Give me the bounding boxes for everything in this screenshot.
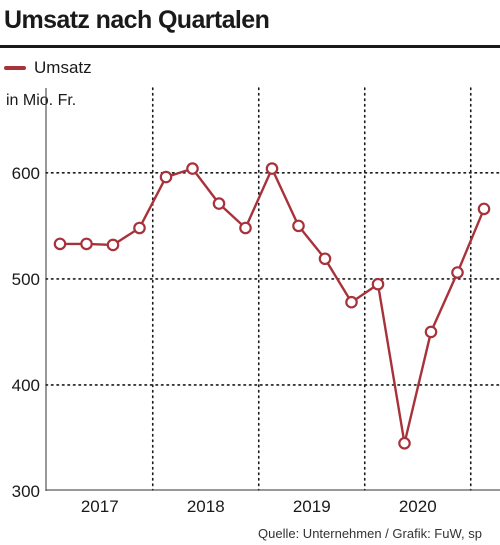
data-point-2020-q2 [398, 436, 411, 450]
y-tick-label-600: 600 [12, 164, 40, 183]
legend: Umsatz [4, 58, 92, 78]
series-line-umsatz [58, 167, 486, 445]
x-tick-label-2017: 2017 [81, 497, 119, 516]
data-point-2017-q1 [53, 237, 67, 251]
data-point-2019-q2 [292, 219, 305, 233]
data-point-2018-q1 [159, 170, 173, 184]
data-point-2018-q4 [239, 221, 252, 235]
data-point-2017-q4 [133, 221, 146, 235]
data-point-2021-q1 [477, 202, 491, 216]
data-point-2019-q4 [345, 295, 358, 309]
y-tick-label-300: 300 [12, 482, 40, 501]
data-point-2017-q3 [106, 238, 120, 252]
title-rule [0, 45, 500, 48]
data-point-2020-q3 [424, 325, 438, 339]
x-tick-label-2019: 2019 [293, 497, 331, 516]
y-axis-label: in Mio. Fr. [6, 92, 77, 109]
source-note: Quelle: Unternehmen / Grafik: FuW, sp [258, 526, 482, 541]
data-point-2017-q2 [80, 237, 93, 251]
data-point-2020-q4 [451, 266, 464, 279]
data-point-2018-q2 [186, 162, 199, 175]
y-tick-label-400: 400 [12, 376, 40, 395]
y-tick-label-500: 500 [12, 270, 40, 289]
data-point-2019-q1 [265, 162, 279, 175]
legend-swatch-umsatz [4, 66, 26, 70]
legend-label-umsatz: Umsatz [34, 58, 92, 77]
x-tick-label-2018: 2018 [187, 497, 225, 516]
x-tick-label-2020: 2020 [399, 497, 437, 516]
data-point-2020-q1 [371, 277, 385, 291]
data-point-2019-q3 [318, 252, 332, 266]
chart-title: Umsatz nach Quartalen [4, 6, 270, 34]
data-point-2018-q3 [212, 197, 226, 210]
